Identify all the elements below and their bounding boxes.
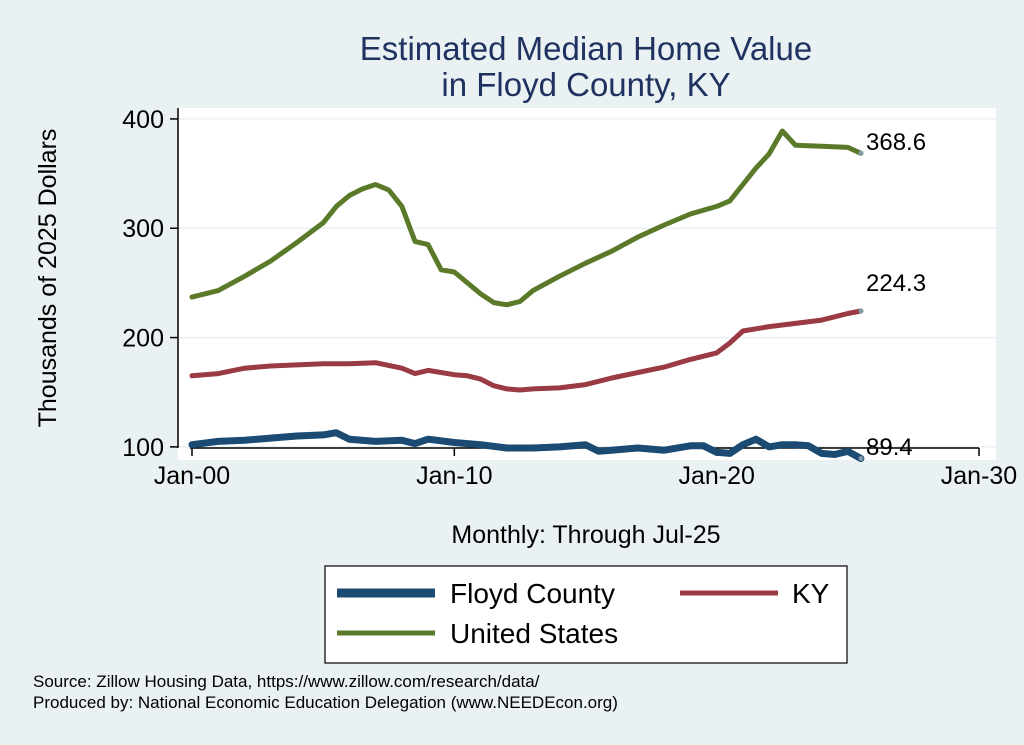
legend-box xyxy=(324,565,848,664)
x-tick-label-jan-00: Jan-00 xyxy=(154,462,230,490)
legend-label-floyd-county: Floyd County xyxy=(450,578,615,609)
end-label-ky: 224.3 xyxy=(866,270,926,297)
source-note: Source: Zillow Housing Data, https://www… xyxy=(33,672,540,691)
chart-title-line-2: in Floyd County, KY xyxy=(441,66,730,103)
y-tick-label-300: 300 xyxy=(122,215,164,243)
end-label-united-states: 368.6 xyxy=(866,129,926,156)
series-line-floyd-county xyxy=(188,429,865,462)
plot-area xyxy=(178,108,996,460)
x-tick-label-jan-10: Jan-10 xyxy=(416,462,492,490)
legend: Floyd County KY United States xyxy=(324,565,848,664)
series-group xyxy=(188,128,865,462)
series-endpoint-ky xyxy=(858,308,864,314)
series-line-united-states xyxy=(189,128,864,308)
y-tick-label-400: 400 xyxy=(122,106,164,134)
x-tick-label-jan-20: Jan-20 xyxy=(678,462,754,490)
legend-label-ky: KY xyxy=(792,578,830,609)
x-tick-label-jan-30: Jan-30 xyxy=(941,462,1017,490)
y-axis-title: Thousands of 2025 Dollars xyxy=(34,129,62,428)
y-tick-label-200: 200 xyxy=(122,325,164,353)
series-line-ky xyxy=(189,308,864,393)
y-tick-label-100: 100 xyxy=(122,434,164,462)
series-endpoint-united-states xyxy=(858,150,864,156)
produced-by-note: Produced by: National Economic Education… xyxy=(33,693,618,712)
end-label-floyd-county: 89.4 xyxy=(866,434,913,461)
x-axis-title: Monthly: Through Jul-25 xyxy=(451,521,720,549)
x-axis-ticks: Jan-00 Jan-10 Jan-20 Jan-30 xyxy=(154,448,1017,490)
chart-title-line-1: Estimated Median Home Value xyxy=(360,30,812,67)
legend-label-united-states: United States xyxy=(450,618,618,649)
series-endpoint-floyd-county xyxy=(858,455,864,461)
y-axis-ticks: 100 200 300 400 xyxy=(122,106,178,462)
